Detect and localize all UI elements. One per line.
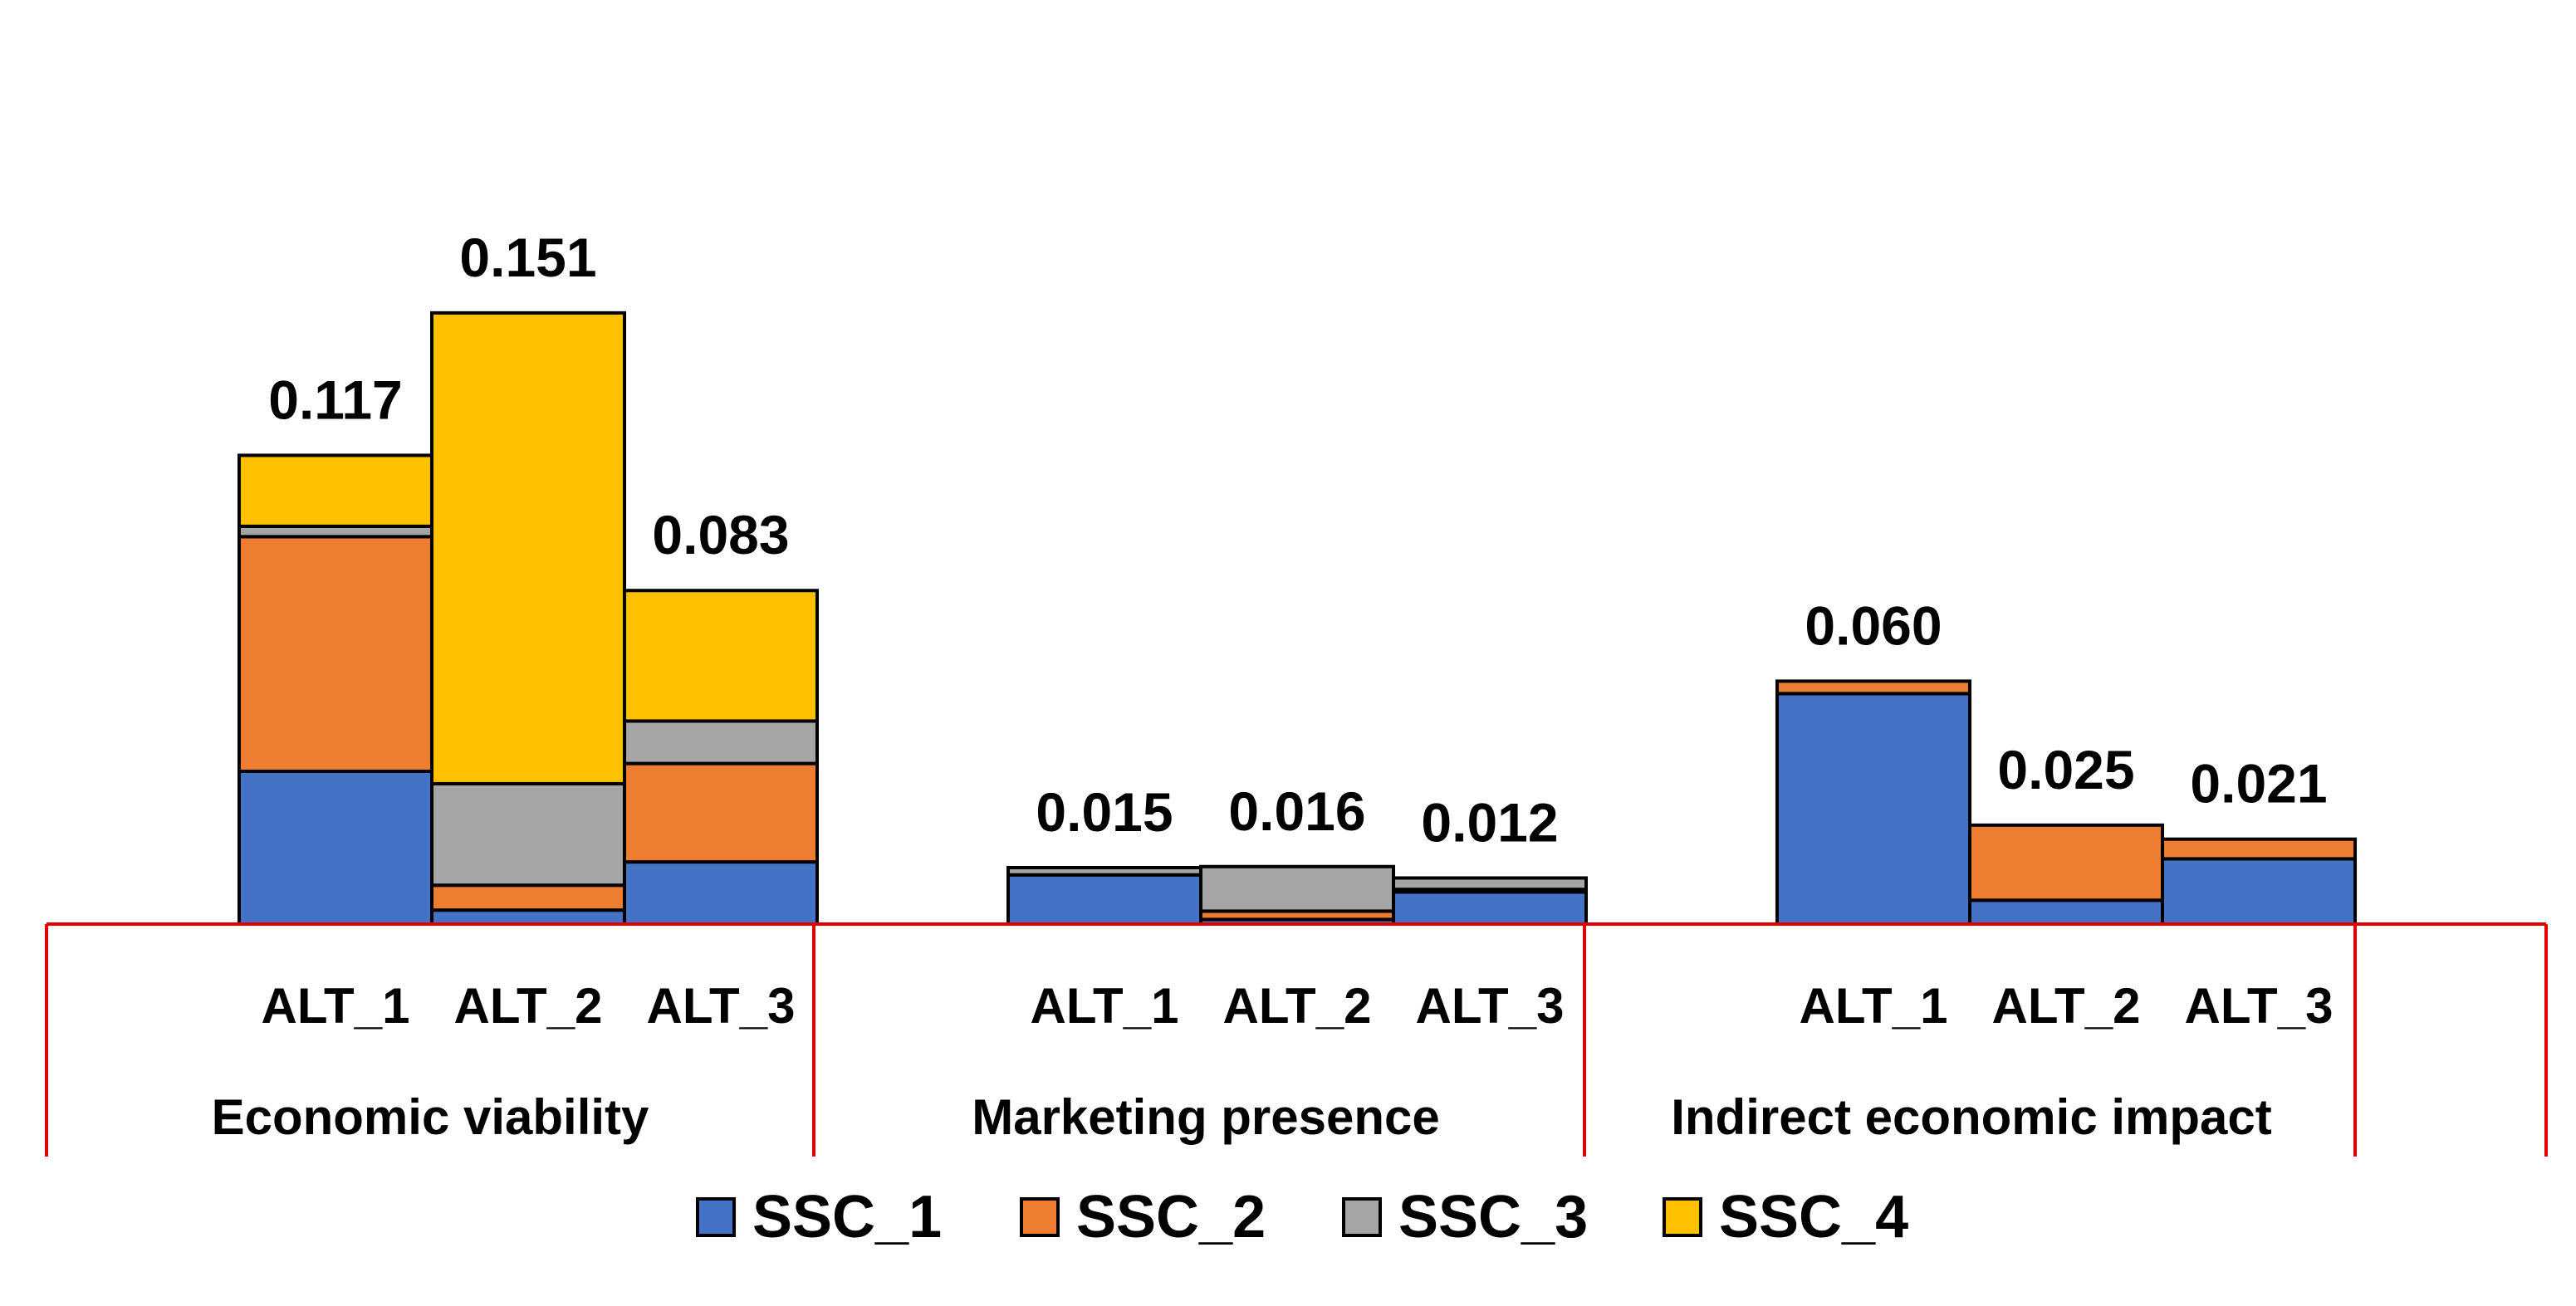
tick-label-economic-viability-alt-3: ALT_3 (647, 978, 796, 1034)
legend-label-ssc-2: SSC_2 (1076, 1184, 1266, 1250)
tick-label-indirect-economic-impact-alt-1: ALT_1 (1800, 978, 1948, 1034)
legend-label-ssc-3: SSC_3 (1398, 1184, 1588, 1250)
legend-swatch-ssc-3 (1342, 1197, 1382, 1237)
value-label-marketing-presence-alt-2: 0.016 (1228, 780, 1365, 842)
bar-segment-indirect-economic-impact-alt-1-ssc-2 (1775, 679, 1971, 696)
group-label-economic-viability: Economic viability (212, 1089, 649, 1145)
tick-label-economic-viability-alt-2: ALT_2 (454, 978, 603, 1034)
bar-segment-economic-viability-alt-1-ssc-4 (238, 453, 433, 528)
value-label-indirect-economic-impact-alt-2: 0.025 (1997, 739, 2134, 800)
bar-segment-economic-viability-alt-2-ssc-4 (430, 311, 626, 785)
bar-segment-marketing-presence-alt-2-ssc-3 (1199, 864, 1395, 913)
bar-segment-indirect-economic-impact-alt-3-ssc-2 (2161, 837, 2357, 861)
tick-label-indirect-economic-impact-alt-2: ALT_2 (1992, 978, 2141, 1034)
group-label-indirect-economic-impact: Indirect economic impact (1671, 1089, 2272, 1145)
value-label-economic-viability-alt-2: 0.151 (459, 227, 596, 288)
bar-segment-indirect-economic-impact-alt-2-ssc-1 (1968, 898, 2164, 927)
legend-swatch-ssc-1 (696, 1197, 736, 1237)
bar-segment-economic-viability-alt-2-ssc-3 (430, 781, 626, 888)
tick-label-marketing-presence-alt-3: ALT_3 (1416, 978, 1565, 1034)
bar-segment-indirect-economic-impact-alt-1-ssc-1 (1775, 692, 1971, 927)
bar-segment-economic-viability-alt-1-ssc-2 (238, 535, 433, 773)
legend-swatch-ssc-2 (1020, 1197, 1060, 1237)
value-label-economic-viability-alt-3: 0.083 (652, 504, 789, 565)
bar-segment-economic-viability-alt-3-ssc-1 (623, 860, 819, 926)
legend: SSC_1 SSC_2 SSC_3 SSC_4 (696, 1184, 1908, 1250)
bar-segment-economic-viability-alt-3-ssc-3 (623, 719, 819, 766)
legend-label-ssc-4: SSC_4 (1719, 1184, 1908, 1250)
bar-segment-economic-viability-alt-2-ssc-1 (430, 908, 626, 926)
bar-segment-economic-viability-alt-2-ssc-2 (430, 883, 626, 912)
value-label-indirect-economic-impact-alt-3: 0.021 (2190, 753, 2327, 814)
bar-segment-marketing-presence-alt-3-ssc-1 (1392, 890, 1588, 927)
bar-segment-indirect-economic-impact-alt-2-ssc-2 (1968, 823, 2164, 902)
bar-segment-economic-viability-alt-3-ssc-4 (623, 589, 819, 723)
group-label-marketing-presence: Marketing presence (972, 1089, 1440, 1145)
tick-label-indirect-economic-impact-alt-3: ALT_3 (2185, 978, 2334, 1034)
bar-segment-marketing-presence-alt-1-ssc-1 (1006, 873, 1202, 927)
bar-segment-marketing-presence-alt-3-ssc-3 (1392, 876, 1588, 892)
legend-label-ssc-1: SSC_1 (752, 1184, 942, 1250)
value-label-marketing-presence-alt-3: 0.012 (1421, 791, 1558, 853)
labels-layer: 0.117 ALT_1 0.151 ALT_2 0.083 ALT_3 Economic v… (212, 227, 2334, 1145)
legend-swatch-ssc-4 (1663, 1197, 1702, 1237)
bars-layer (238, 311, 2357, 927)
category-axis (45, 922, 2548, 1157)
value-label-marketing-presence-alt-1: 0.015 (1036, 781, 1173, 843)
tick-label-economic-viability-alt-1: ALT_1 (262, 978, 410, 1034)
bar-segment-economic-viability-alt-1-ssc-1 (238, 769, 433, 926)
tick-label-marketing-presence-alt-1: ALT_1 (1031, 978, 1179, 1034)
value-label-indirect-economic-impact-alt-1: 0.060 (1805, 594, 1942, 656)
value-label-economic-viability-alt-1: 0.117 (268, 369, 403, 430)
bar-segment-marketing-presence-alt-1-ssc-3 (1006, 866, 1202, 877)
bar-segment-economic-viability-alt-3-ssc-2 (623, 761, 819, 864)
tick-label-marketing-presence-alt-2: ALT_2 (1223, 978, 1372, 1034)
bar-segment-indirect-economic-impact-alt-3-ssc-1 (2161, 857, 2357, 926)
